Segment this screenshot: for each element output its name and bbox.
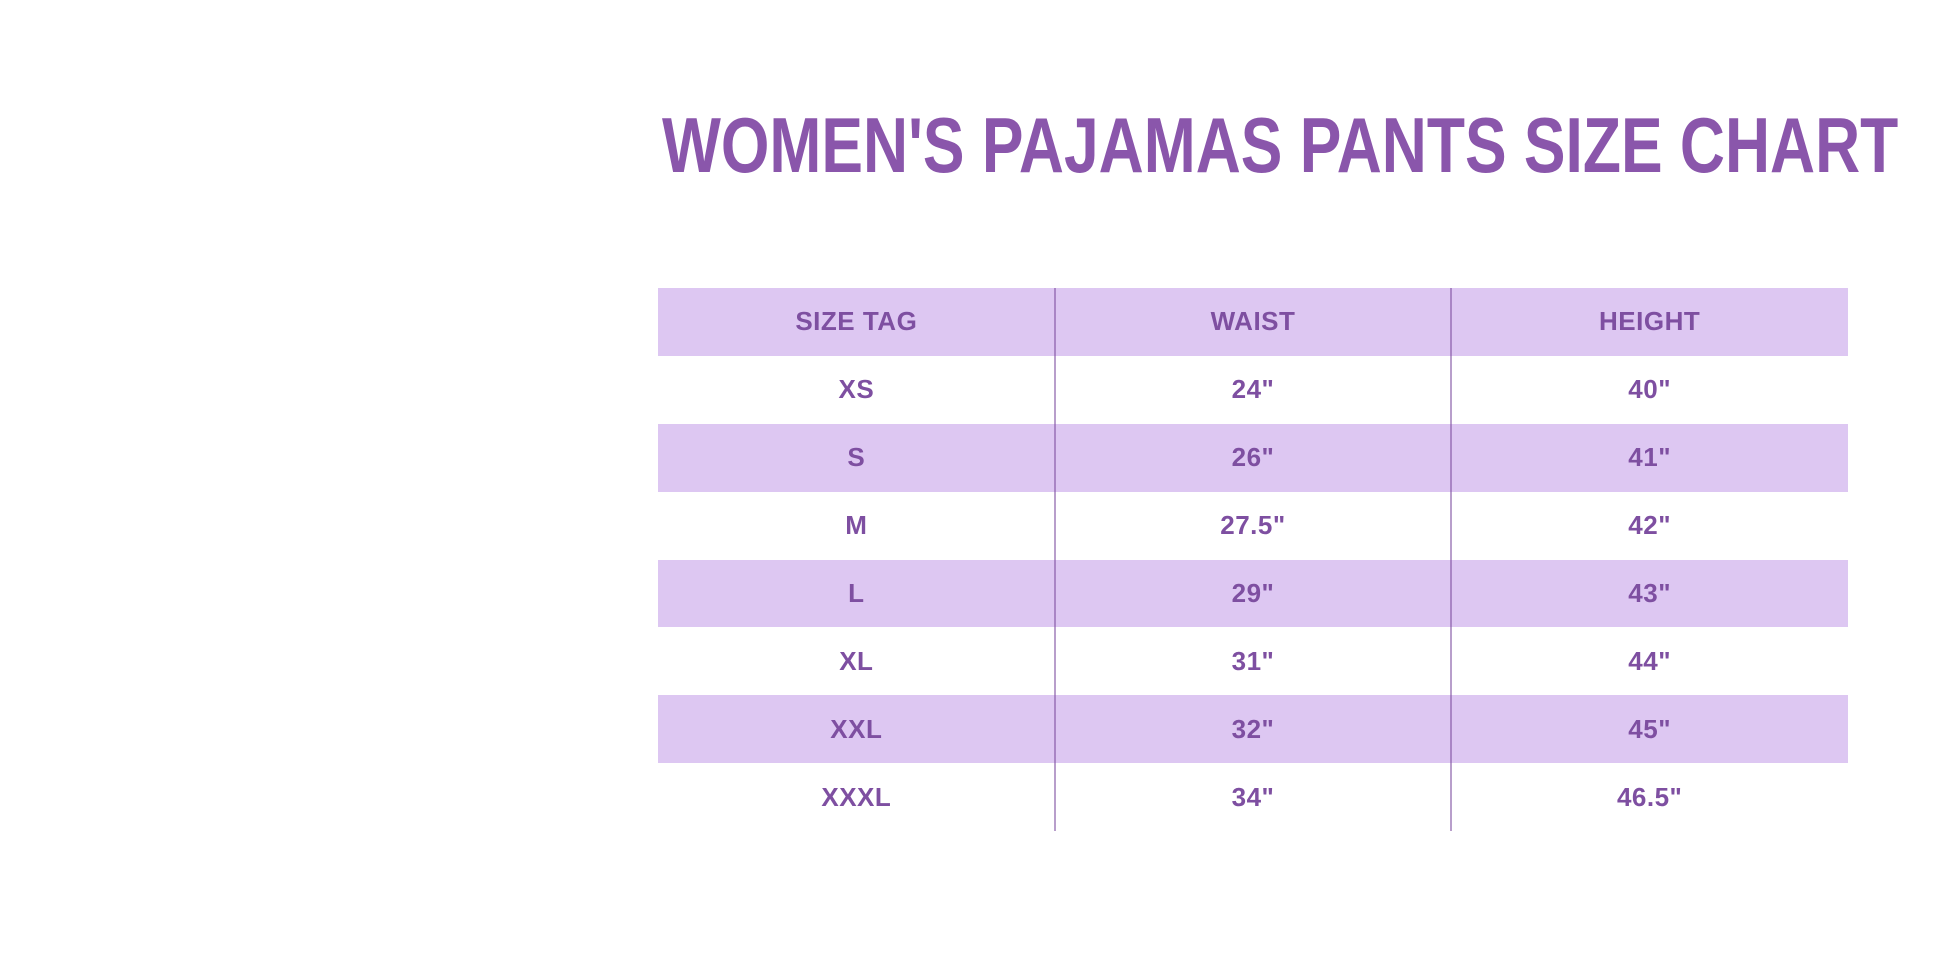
table-row: XS 24" 40" — [658, 355, 1848, 424]
cell-size-tag: S — [847, 442, 866, 473]
cell-waist: 32" — [1231, 713, 1275, 744]
cell-size-tag: XS — [838, 374, 875, 405]
cell-waist: 34" — [1231, 781, 1275, 812]
header-cell-size-tag: SIZE TAG — [795, 306, 918, 337]
cell-size-tag: M — [845, 510, 868, 541]
cell-height: 43" — [1628, 577, 1672, 608]
table-row: S 26" 41" — [658, 423, 1848, 492]
page-title: WOMEN'S PAJAMAS PANTS SIZE CHART — [662, 101, 1899, 189]
table-row: XL 31" 44" — [658, 627, 1848, 696]
cell-height: 42" — [1628, 510, 1672, 541]
cell-height: 46.5" — [1616, 781, 1683, 812]
cell-size-tag: XXL — [830, 713, 883, 744]
column-divider-1 — [1053, 288, 1056, 831]
cell-size-tag: L — [848, 577, 865, 608]
cell-size-tag: XXXL — [821, 781, 892, 812]
cell-height: 41" — [1628, 442, 1672, 473]
cell-height: 45" — [1628, 713, 1672, 744]
header-cell-height: HEIGHT — [1599, 306, 1701, 337]
cell-waist: 26" — [1231, 442, 1275, 473]
cell-size-tag: XL — [839, 645, 874, 676]
table-row: L 29" 43" — [658, 559, 1848, 628]
cell-waist: 24" — [1231, 374, 1275, 405]
header-cell-waist: WAIST — [1210, 306, 1296, 337]
cell-waist: 31" — [1231, 645, 1275, 676]
cell-waist: 27.5" — [1220, 510, 1286, 541]
table-row: XXXL 34" 46.5" — [658, 763, 1848, 831]
table-row: XXL 32" 45" — [658, 695, 1848, 764]
column-divider-2 — [1450, 288, 1453, 831]
cell-height: 44" — [1628, 645, 1672, 676]
cell-height: 40" — [1628, 374, 1672, 405]
table-row: M 27.5" 42" — [658, 491, 1848, 560]
table-header-row: SIZE TAG WAIST HEIGHT — [658, 288, 1848, 356]
size-chart-table: SIZE TAG WAIST HEIGHT XS 24" 40" S 26" 4… — [658, 288, 1848, 831]
cell-waist: 29" — [1231, 577, 1275, 608]
